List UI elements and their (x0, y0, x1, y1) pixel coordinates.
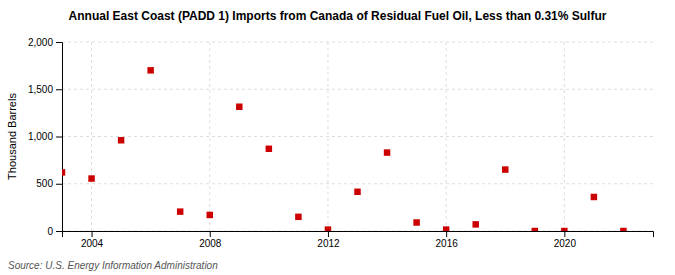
tick-label: 1,500 (28, 84, 53, 95)
tick: 2004 (81, 231, 104, 249)
tick-mark (328, 231, 329, 237)
point (325, 226, 331, 231)
tick-label: 1,000 (28, 131, 53, 142)
tick-mark (446, 231, 447, 237)
point (88, 175, 94, 181)
tick: 1,000 (28, 131, 62, 142)
grid-line (62, 183, 653, 184)
grid (62, 42, 653, 231)
point (591, 194, 597, 200)
tick-mark (56, 137, 62, 138)
tick-label: 2012 (317, 238, 340, 249)
tick-mark (210, 231, 211, 237)
tick-label: 2008 (199, 238, 222, 249)
point (443, 226, 449, 231)
plot-area: 2004 2008 2012 2016 2020 0 500 1,000 1,500 2,000 (28, 37, 654, 249)
point (147, 67, 153, 73)
point (354, 189, 360, 195)
point (177, 208, 183, 214)
point (620, 228, 626, 231)
grid-line (564, 42, 565, 231)
point (502, 166, 508, 172)
tick: 1,500 (28, 84, 62, 95)
point (472, 221, 478, 227)
grid-line (209, 42, 210, 231)
chart: 2004 2008 2012 2016 2020 0 500 1,000 1,500 2,000 A… (0, 0, 675, 275)
tick-label: 2020 (554, 238, 577, 249)
y-axis: 0 500 1,000 1,500 2,000 (28, 37, 63, 237)
grid-line (327, 42, 328, 231)
point (561, 228, 567, 231)
grid-line (446, 42, 447, 231)
tick-label: 500 (36, 178, 53, 189)
point (62, 169, 65, 175)
tick-label: 2016 (436, 238, 459, 249)
tick-mark (56, 184, 62, 185)
grid-line (62, 136, 653, 137)
tick: 2012 (317, 231, 340, 249)
points (62, 67, 627, 231)
tick-label: 0 (47, 226, 53, 237)
point (118, 137, 124, 143)
tick-mark (56, 231, 62, 232)
tick-mark (56, 89, 62, 90)
tick: 2008 (199, 231, 222, 249)
title: Annual East Coast (PADD 1) Imports from … (69, 9, 607, 23)
tick: 2,000 (28, 37, 62, 48)
point (295, 214, 301, 220)
point (413, 219, 419, 225)
tick: 0 (47, 226, 62, 237)
tick: 2016 (436, 231, 459, 249)
grid-line (91, 42, 92, 231)
y-axis-title: Thousand Barrels (6, 93, 18, 180)
tick-label: 2,000 (28, 37, 53, 48)
point (266, 146, 272, 152)
grid-line (62, 89, 653, 90)
point (207, 212, 213, 218)
point (236, 103, 242, 109)
point (532, 228, 538, 231)
tick-mark (56, 42, 62, 43)
source-note: Source: U.S. Energy Information Administ… (8, 260, 218, 271)
tick: 2020 (554, 231, 577, 249)
x-axis-line (63, 232, 654, 238)
tick-mark (564, 231, 565, 237)
x-axis: 2004 2008 2012 2016 2020 (63, 231, 654, 249)
point (384, 149, 390, 155)
tick-label: 2004 (81, 238, 104, 249)
tick: 500 (36, 178, 62, 189)
y-axis-line (56, 43, 63, 232)
tick-mark (92, 231, 93, 237)
